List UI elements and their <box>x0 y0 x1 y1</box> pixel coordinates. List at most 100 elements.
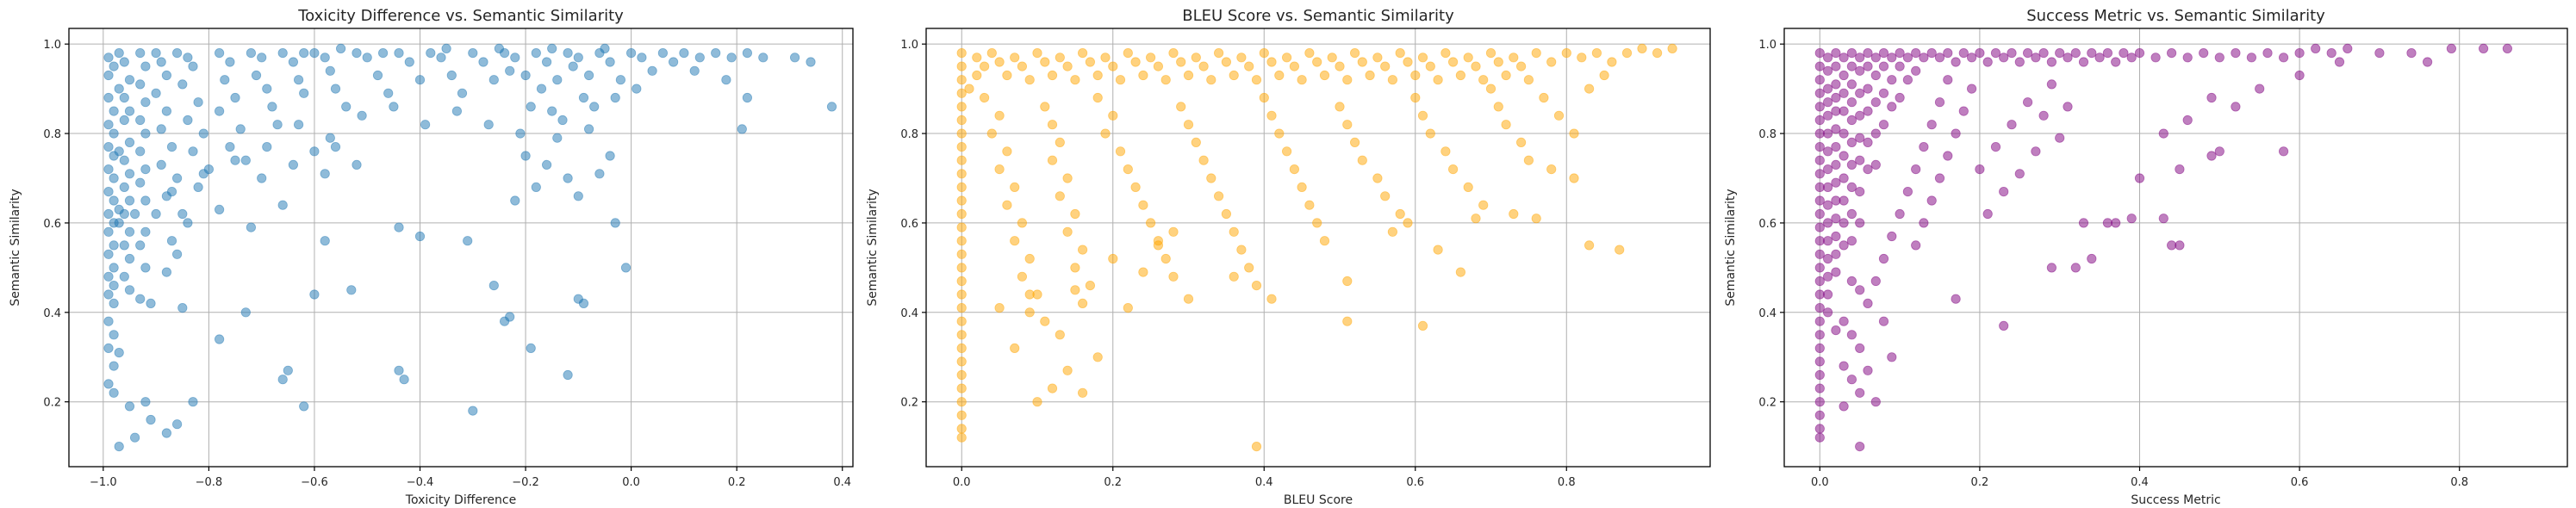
data-point <box>1584 240 1595 251</box>
data-point <box>325 133 335 143</box>
data-point <box>1863 164 1873 175</box>
data-point <box>1146 218 1156 228</box>
data-point <box>1319 70 1330 81</box>
data-point <box>2102 47 2112 59</box>
data-point <box>1221 57 1232 67</box>
data-point <box>124 169 135 179</box>
data-point <box>1902 187 1913 197</box>
data-point <box>956 424 967 434</box>
data-point <box>1814 236 1825 246</box>
data-point <box>605 57 615 67</box>
data-point <box>352 159 362 170</box>
data-point <box>183 53 193 63</box>
data-point <box>632 84 642 94</box>
data-point <box>2070 47 2081 59</box>
scatter-panel-bleu: 0.0 0.2 0.4 0.6 0.8 0.2 0.4 0.6 0.8 1.0 BLEU Score… <box>866 7 1711 507</box>
x-tick-label: −0.6 <box>301 476 328 489</box>
plot-frame <box>1783 28 2568 468</box>
data-point <box>2374 47 2385 59</box>
data-point <box>2423 57 2433 67</box>
data-point <box>140 164 151 175</box>
data-point <box>1967 53 1977 63</box>
data-point <box>1221 208 1232 220</box>
data-point <box>1846 236 1857 246</box>
data-point <box>1814 289 1825 300</box>
data-point <box>1855 110 1865 121</box>
data-point <box>2119 47 2129 59</box>
x-tick-label: 0.8 <box>1558 476 1576 489</box>
data-point <box>1160 253 1171 264</box>
data-point <box>668 57 679 67</box>
data-point <box>1919 53 1929 63</box>
data-point <box>2014 57 2025 67</box>
data-point <box>103 53 114 63</box>
data-point <box>1846 330 1857 340</box>
data-point <box>594 169 605 179</box>
data-point <box>980 92 990 103</box>
data-point <box>1577 53 1587 63</box>
data-point <box>2087 253 2097 264</box>
data-point <box>124 401 135 412</box>
data-point <box>177 208 188 220</box>
data-point <box>146 414 156 425</box>
data-point <box>109 128 119 139</box>
data-point <box>293 75 304 85</box>
data-point <box>156 159 166 170</box>
data-point <box>1055 330 1065 340</box>
data-point <box>2046 263 2056 273</box>
data-point <box>114 47 124 59</box>
data-point <box>1002 146 1012 157</box>
data-point <box>1863 298 1873 308</box>
data-point <box>1130 182 1141 192</box>
data-point <box>1010 343 1020 353</box>
data-point <box>2279 53 2289 63</box>
y-tick-label: 0.2 <box>43 397 61 410</box>
data-point <box>2031 146 2041 157</box>
data-point <box>1478 75 1489 85</box>
x-tick-label: 0.4 <box>833 476 851 489</box>
data-point <box>956 208 967 220</box>
data-point <box>1380 191 1391 201</box>
data-point <box>2007 120 2017 130</box>
data-point <box>1168 47 1179 59</box>
plot-frame <box>68 28 854 468</box>
data-point <box>1017 218 1028 228</box>
data-point <box>1814 75 1825 85</box>
data-point <box>647 65 657 76</box>
data-point <box>1982 208 1993 220</box>
data-point <box>1958 106 1969 116</box>
data-point <box>135 177 146 188</box>
data-point <box>457 88 468 98</box>
data-point <box>1471 61 1481 71</box>
data-point <box>2055 47 2065 59</box>
data-point <box>119 182 129 192</box>
data-point <box>1146 53 1156 63</box>
data-point <box>103 249 114 259</box>
data-point <box>1982 57 1993 67</box>
data-point <box>1055 137 1065 147</box>
x-axis-label: Success Metric <box>2131 493 2220 507</box>
data-point <box>1823 253 1833 264</box>
data-point <box>1108 253 1118 264</box>
data-point <box>1895 92 1905 103</box>
data-point <box>1839 128 1849 139</box>
data-point <box>1539 92 1549 103</box>
data-point <box>166 142 177 152</box>
data-point <box>1926 47 1937 59</box>
data-point <box>257 53 267 63</box>
data-point <box>183 115 193 126</box>
data-point <box>109 240 119 251</box>
data-point <box>552 133 563 143</box>
x-tick-label: −0.2 <box>512 476 539 489</box>
data-point <box>1878 120 1889 130</box>
data-point <box>124 253 135 264</box>
data-point <box>389 102 399 112</box>
data-point <box>2175 164 2185 175</box>
data-point <box>103 226 114 237</box>
data-point <box>1999 187 2009 197</box>
data-point <box>1870 159 1881 170</box>
data-point <box>172 173 183 183</box>
data-point <box>114 204 124 214</box>
data-point <box>483 120 494 130</box>
data-point <box>1887 231 1897 242</box>
